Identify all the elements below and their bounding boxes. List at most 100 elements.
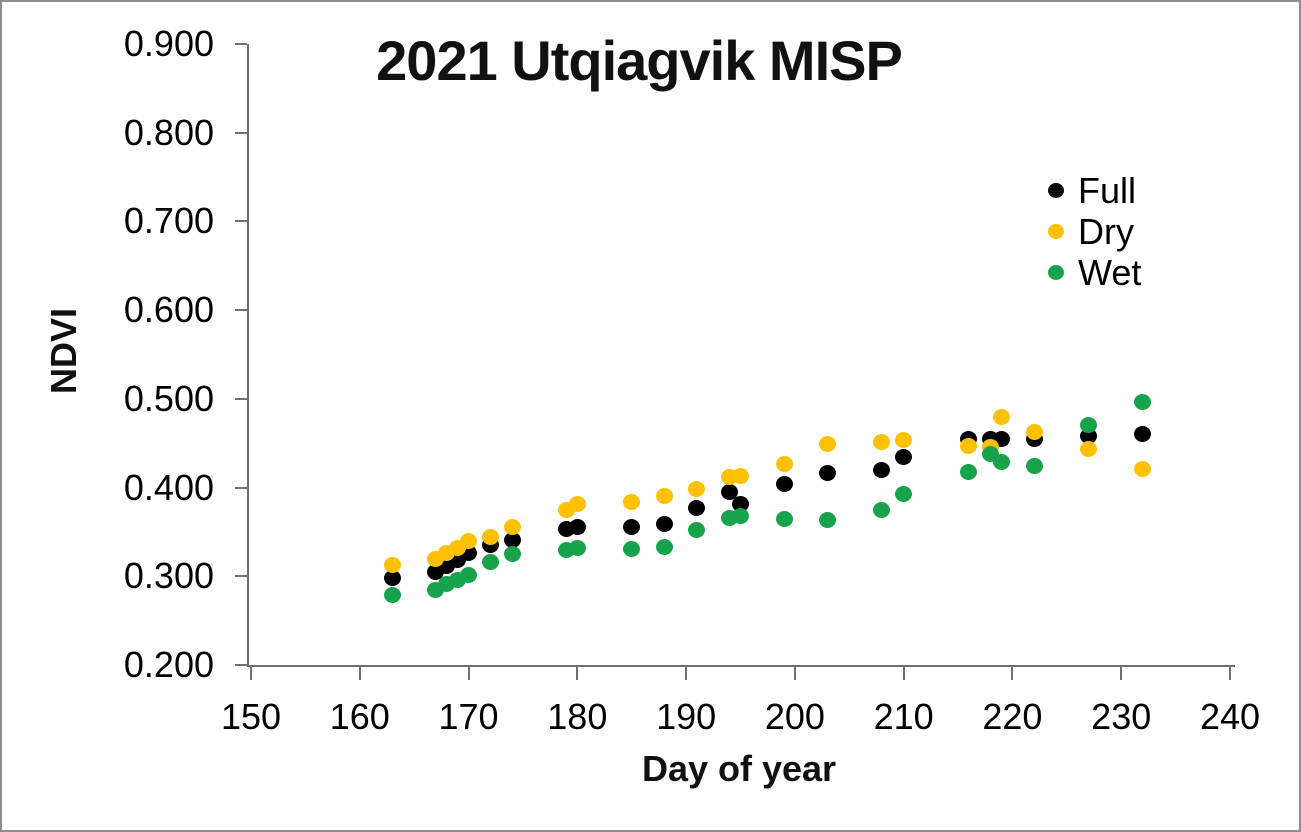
x-tick — [1011, 667, 1014, 680]
data-point-wet — [993, 453, 1011, 470]
y-tick — [235, 220, 247, 223]
legend-item-wet: Wet — [1048, 252, 1141, 293]
chart-title: 2021 Utqiagvik MISP — [376, 29, 903, 92]
data-point-wet — [481, 554, 499, 571]
x-axis-title: Day of year — [641, 748, 837, 789]
data-point-dry — [623, 493, 641, 510]
data-point-dry — [960, 437, 978, 454]
y-tick — [235, 575, 247, 578]
y-tick-label: 0.500 — [123, 377, 214, 419]
x-tick-label: 190 — [656, 696, 717, 737]
legend-label-full: Full — [1078, 169, 1137, 211]
data-point-dry — [993, 408, 1011, 425]
data-point-dry — [1134, 460, 1152, 477]
y-tick — [235, 664, 247, 666]
data-point-wet — [775, 510, 793, 527]
y-tick-label: 0.700 — [123, 200, 214, 242]
data-point-wet — [960, 463, 978, 480]
x-tick — [250, 667, 252, 680]
data-point-full — [721, 484, 739, 500]
data-point-wet — [460, 566, 478, 583]
data-point-dry — [895, 431, 913, 448]
data-point-dry — [873, 434, 891, 451]
legend: Full Dry Wet — [1048, 170, 1141, 293]
data-point-full — [873, 461, 891, 478]
data-point-dry — [503, 518, 521, 535]
x-tick-label: 150 — [220, 696, 282, 737]
data-point-full — [383, 570, 401, 587]
data-point-dry — [1080, 440, 1098, 457]
data-point-wet — [503, 546, 521, 563]
legend-item-full: Full — [1048, 170, 1141, 211]
legend-marker-full — [1048, 183, 1064, 198]
x-tick-label: 160 — [329, 696, 390, 737]
y-tick-label: 0.400 — [123, 466, 214, 508]
data-point-wet — [1134, 393, 1152, 410]
legend-item-dry: Dry — [1048, 211, 1141, 252]
y-tick-label: 0.200 — [123, 644, 214, 685]
y-tick-label: 0.800 — [123, 111, 214, 153]
data-point-dry — [655, 488, 673, 505]
data-point-dry — [819, 436, 837, 453]
y-axis-line — [247, 44, 249, 667]
x-tick — [685, 667, 688, 680]
data-point-wet — [1025, 458, 1043, 475]
data-point-full — [819, 465, 837, 482]
x-tick-label: 210 — [873, 696, 934, 737]
data-point-full — [503, 531, 521, 548]
data-point-wet — [568, 539, 586, 556]
x-tick — [576, 667, 579, 680]
data-point-wet — [383, 586, 401, 603]
data-point-dry — [383, 556, 401, 573]
data-point-full — [688, 499, 706, 516]
data-point-full — [568, 519, 586, 536]
x-tick-label: 220 — [982, 696, 1043, 737]
y-tick-label: 0.900 — [123, 23, 214, 64]
legend-label-wet: Wet — [1078, 251, 1142, 293]
x-tick-label: 200 — [764, 696, 825, 737]
data-point-dry — [481, 529, 499, 546]
x-tick — [902, 667, 905, 680]
data-point-full — [623, 518, 641, 535]
data-point-wet — [873, 501, 891, 518]
data-point-full — [895, 448, 913, 465]
y-tick — [235, 309, 247, 312]
data-point-full — [775, 476, 793, 493]
data-point-dry — [688, 481, 706, 498]
x-tick-label: 170 — [438, 696, 499, 737]
data-point-full — [655, 515, 673, 532]
x-tick — [793, 667, 796, 680]
y-tick — [235, 486, 247, 489]
data-point-dry — [568, 496, 586, 513]
data-point-wet — [688, 522, 706, 539]
data-point-wet — [623, 540, 641, 557]
x-axis-line — [247, 665, 1235, 667]
data-point-dry — [1025, 423, 1043, 440]
legend-marker-wet — [1048, 265, 1064, 280]
y-tick-label: 0.600 — [123, 289, 214, 331]
y-tick — [235, 43, 247, 45]
x-tick — [358, 667, 361, 680]
data-point-wet — [732, 507, 749, 524]
data-point-dry — [460, 532, 478, 549]
y-tick-label: 0.300 — [123, 555, 214, 597]
data-point-wet — [895, 485, 913, 502]
data-point-wet — [655, 539, 673, 555]
data-point-dry — [732, 468, 749, 485]
x-tick — [1229, 667, 1231, 680]
x-tick — [467, 667, 470, 680]
data-point-wet — [819, 511, 837, 528]
legend-marker-dry — [1048, 224, 1064, 239]
data-point-dry — [775, 455, 793, 472]
data-point-wet — [1080, 416, 1098, 433]
x-tick-label: 240 — [1199, 696, 1261, 737]
y-tick — [235, 131, 247, 134]
data-point-full — [1134, 426, 1152, 443]
x-tick — [1120, 667, 1123, 680]
x-tick-label: 180 — [547, 696, 608, 737]
legend-label-dry: Dry — [1078, 210, 1134, 252]
x-tick-label: 230 — [1091, 696, 1152, 737]
y-tick — [235, 397, 247, 400]
